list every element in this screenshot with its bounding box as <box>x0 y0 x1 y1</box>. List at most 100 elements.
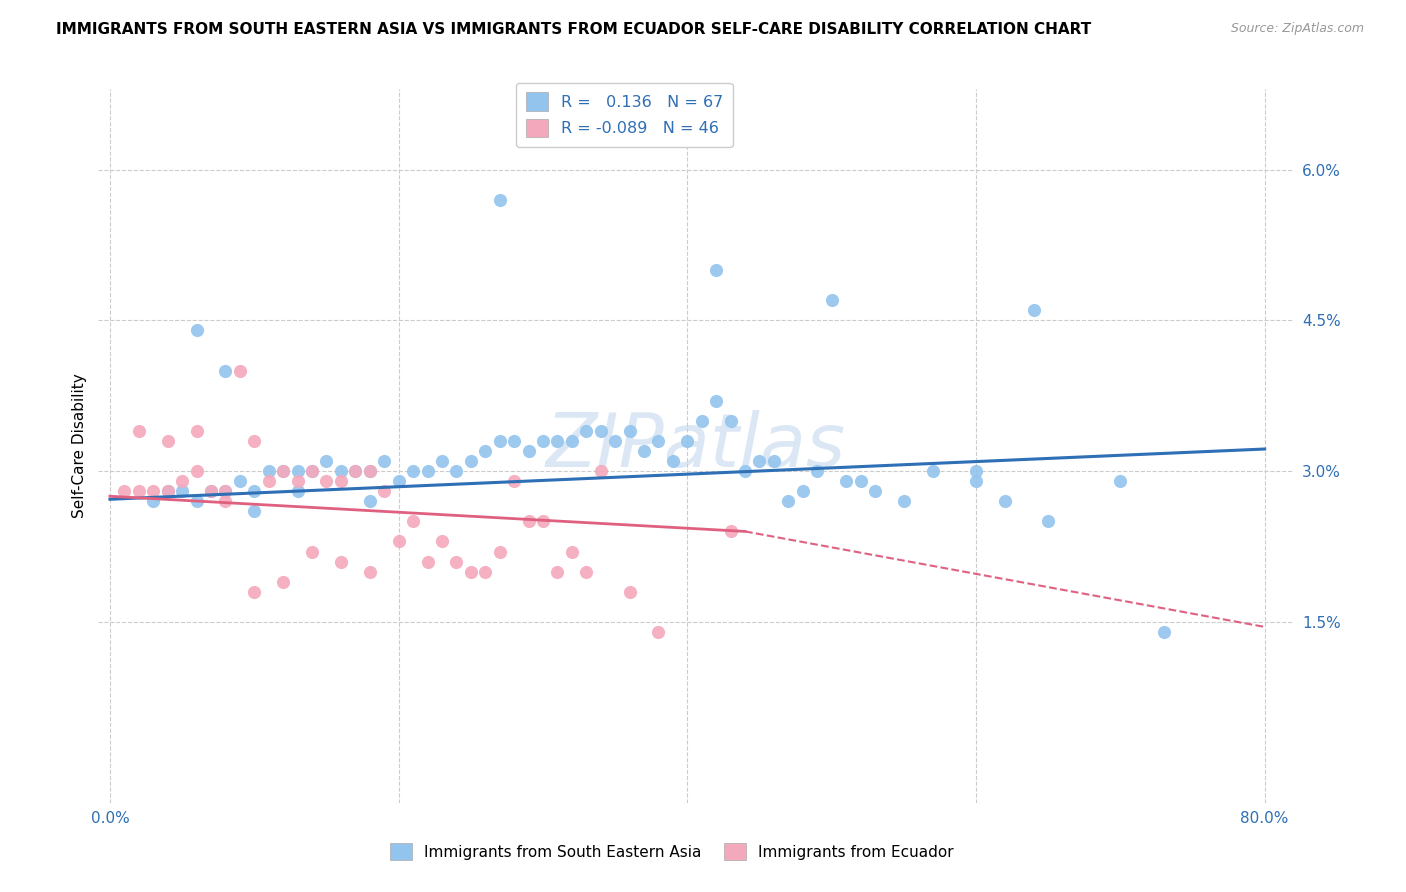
Point <box>503 434 526 448</box>
Point <box>605 434 627 448</box>
Point <box>373 454 395 468</box>
Point <box>662 454 685 468</box>
Point <box>531 434 554 448</box>
Point <box>720 414 742 428</box>
Point <box>243 584 266 599</box>
Point <box>112 484 135 499</box>
Point <box>229 474 252 488</box>
Point <box>633 444 655 458</box>
Point <box>329 474 352 488</box>
Point <box>778 494 800 508</box>
Point <box>315 474 337 488</box>
Point <box>214 363 236 377</box>
Point <box>156 484 179 499</box>
Point <box>142 494 165 508</box>
Point <box>546 565 568 579</box>
Point <box>301 464 323 478</box>
Point <box>271 574 294 589</box>
Point <box>965 474 987 488</box>
Point <box>271 464 294 478</box>
Point <box>287 484 309 499</box>
Point <box>720 524 742 539</box>
Point <box>517 444 540 458</box>
Point <box>359 464 381 478</box>
Point <box>531 515 554 529</box>
Point <box>344 464 367 478</box>
Point <box>734 464 756 478</box>
Point <box>402 515 425 529</box>
Point <box>359 565 381 579</box>
Point <box>994 494 1017 508</box>
Point <box>762 454 785 468</box>
Point <box>619 424 641 438</box>
Point <box>243 484 266 499</box>
Point <box>690 414 713 428</box>
Point <box>820 293 842 308</box>
Text: ZIPatlas: ZIPatlas <box>546 410 846 482</box>
Point <box>1109 474 1132 488</box>
Point <box>460 565 482 579</box>
Point <box>257 464 280 478</box>
Point <box>128 424 150 438</box>
Point <box>156 434 179 448</box>
Point <box>676 434 699 448</box>
Point <box>460 454 482 468</box>
Text: IMMIGRANTS FROM SOUTH EASTERN ASIA VS IMMIGRANTS FROM ECUADOR SELF-CARE DISABILI: IMMIGRANTS FROM SOUTH EASTERN ASIA VS IM… <box>56 22 1091 37</box>
Y-axis label: Self-Care Disability: Self-Care Disability <box>72 374 87 518</box>
Point <box>229 363 252 377</box>
Point <box>792 484 814 499</box>
Point <box>315 454 337 468</box>
Legend: Immigrants from South Eastern Asia, Immigrants from Ecuador: Immigrants from South Eastern Asia, Immi… <box>384 837 960 866</box>
Point <box>704 263 727 277</box>
Point <box>359 494 381 508</box>
Point <box>344 464 367 478</box>
Point <box>474 444 496 458</box>
Point <box>243 434 266 448</box>
Point <box>503 474 526 488</box>
Point <box>186 323 208 337</box>
Point <box>446 464 468 478</box>
Point <box>446 555 468 569</box>
Text: Source: ZipAtlas.com: Source: ZipAtlas.com <box>1230 22 1364 36</box>
Point <box>546 434 568 448</box>
Point <box>488 544 510 558</box>
Point <box>416 464 439 478</box>
Point <box>329 464 352 478</box>
Point <box>849 474 872 488</box>
Point <box>301 544 323 558</box>
Point <box>388 534 411 549</box>
Point <box>156 484 179 499</box>
Point <box>575 424 598 438</box>
Point <box>186 464 208 478</box>
Point <box>402 464 425 478</box>
Point <box>619 584 641 599</box>
Point <box>287 464 309 478</box>
Point <box>561 434 583 448</box>
Point <box>704 393 727 408</box>
Point <box>561 544 583 558</box>
Point <box>1022 303 1045 318</box>
Point <box>214 484 236 499</box>
Point <box>243 504 266 518</box>
Point <box>806 464 828 478</box>
Point <box>921 464 943 478</box>
Point <box>172 484 194 499</box>
Point <box>257 474 280 488</box>
Point <box>186 424 208 438</box>
Point <box>200 484 222 499</box>
Point <box>1036 515 1059 529</box>
Point <box>517 515 540 529</box>
Point <box>186 494 208 508</box>
Point <box>589 424 612 438</box>
Point <box>488 434 510 448</box>
Point <box>388 474 411 488</box>
Point <box>835 474 858 488</box>
Point <box>474 565 496 579</box>
Point <box>863 484 886 499</box>
Point <box>359 464 381 478</box>
Point <box>589 464 612 478</box>
Point <box>1153 624 1175 639</box>
Point <box>647 434 669 448</box>
Point <box>416 555 439 569</box>
Point <box>748 454 770 468</box>
